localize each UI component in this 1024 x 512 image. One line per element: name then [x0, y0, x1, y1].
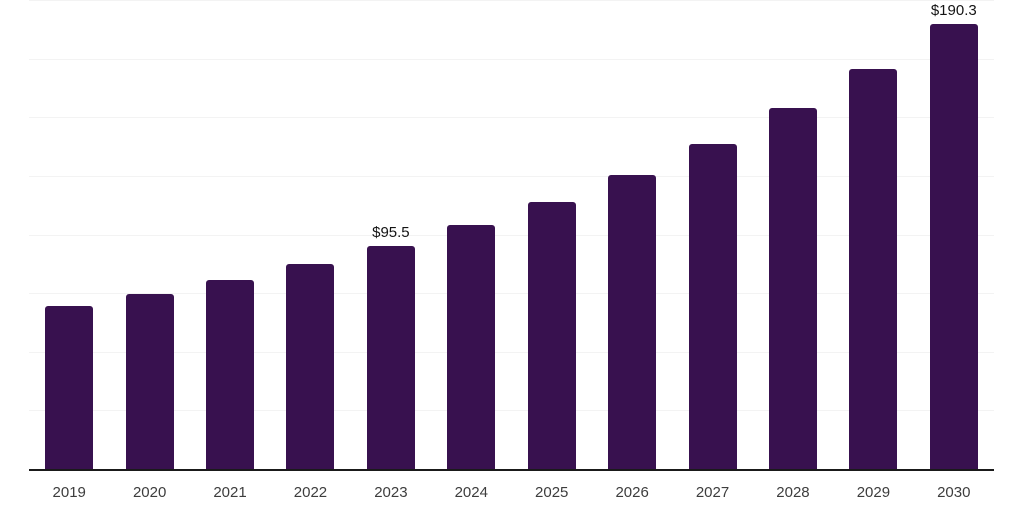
x-tick-2030: 2030 [937, 484, 971, 501]
bar-2022 [286, 264, 335, 470]
x-tick-2019: 2019 [52, 484, 86, 501]
gridline-100 [29, 234, 994, 236]
bar-2026 [608, 175, 657, 470]
bar-2019 [45, 306, 94, 470]
gridline-50 [29, 351, 994, 353]
gridline-25 [29, 410, 994, 412]
x-tick-2024: 2024 [454, 484, 488, 501]
gridline-125 [29, 175, 994, 177]
x-axis-ticks: 2019 2020 2021 2022 2023 2024 2025 2026 2027 2028… [29, 484, 994, 505]
x-tick-2023: 2023 [374, 484, 408, 501]
x-tick-2021: 2021 [213, 484, 247, 501]
x-tick-2020: 2020 [132, 484, 167, 501]
bar-2027 [688, 144, 737, 470]
value-label-2023: $95.5 [372, 224, 410, 242]
x-tick-2026: 2026 [615, 484, 649, 501]
x-tick-2027: 2027 [695, 484, 730, 501]
bar-2025 [527, 201, 576, 470]
bar-2024 [447, 224, 496, 470]
x-tick-2022: 2022 [293, 484, 328, 501]
bar-2020 [125, 293, 174, 470]
bar-2029 [849, 69, 898, 470]
x-tick-2029: 2029 [856, 484, 891, 501]
x-axis-line [29, 469, 994, 471]
x-tick-2028: 2028 [776, 484, 810, 501]
gridline-200 [29, 0, 994, 1]
bar-2023 [366, 246, 415, 470]
bar-2021 [206, 280, 255, 470]
value-label-2030: $190.3 [930, 1, 977, 19]
gridline-150 [29, 117, 994, 119]
gridline-175 [29, 58, 994, 60]
x-tick-2025: 2025 [535, 484, 569, 501]
plot-area: $95.5 $190.3 [29, 0, 994, 470]
bar-2030 [929, 23, 978, 470]
gridline-75 [29, 293, 994, 295]
bar-2028 [768, 108, 817, 470]
